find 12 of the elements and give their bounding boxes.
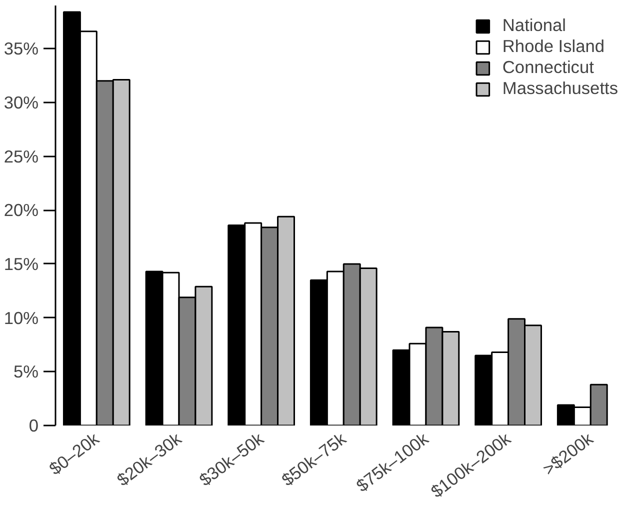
y-tick-label: 35% xyxy=(4,38,39,59)
y-tick-label: 30% xyxy=(4,92,39,112)
y-tick-label: 15% xyxy=(4,254,39,274)
y-tick-label: 20% xyxy=(4,200,39,220)
legend-label: Massachusetts xyxy=(502,78,618,99)
y-tick-label: 10% xyxy=(4,308,39,328)
legend-label: Rhode Island xyxy=(502,36,605,57)
legend-label: National xyxy=(502,15,566,36)
legend-label: Connecticut xyxy=(502,57,594,78)
y-tick-label: 0 xyxy=(28,416,39,436)
y-tick-label: 25% xyxy=(4,146,39,166)
y-tick-label: 5% xyxy=(13,362,38,382)
